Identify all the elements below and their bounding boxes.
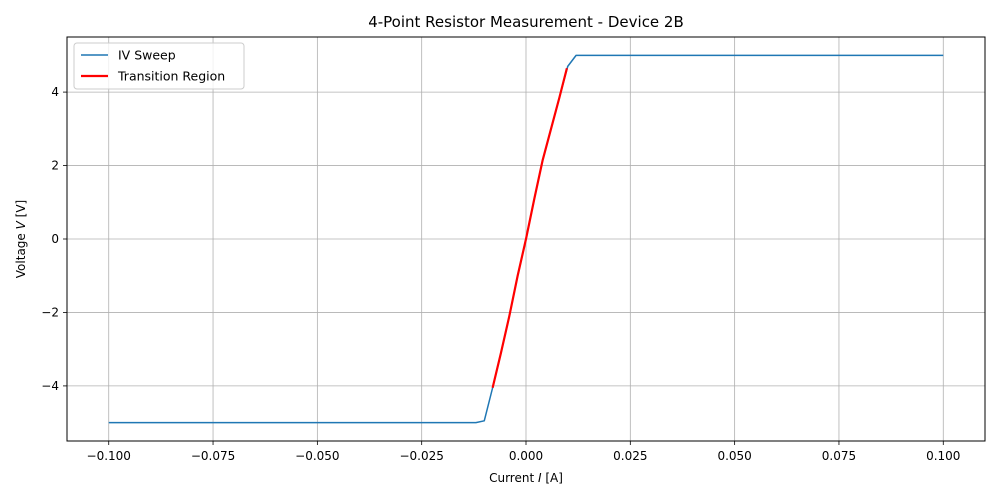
x-axis-title-symbol: I xyxy=(538,471,542,485)
x-tick-label: 0.075 xyxy=(822,449,856,463)
grid xyxy=(67,37,985,441)
y-tick-label: 2 xyxy=(51,159,59,173)
x-axis-title-pre: Current xyxy=(489,471,538,485)
legend-box xyxy=(73,42,245,90)
x-axis-ticks: −0.100 −0.075 −0.050 −0.025 0.000 0.025 0.050 0… xyxy=(87,441,960,463)
x-tick-label: −0.050 xyxy=(295,449,339,463)
x-tick-label: 0.050 xyxy=(717,449,751,463)
y-axis-title-post: [V] xyxy=(14,200,28,221)
y-tick-label: −4 xyxy=(41,379,59,393)
legend-label: IV Sweep xyxy=(118,48,176,63)
x-axis-title: Current I [A] xyxy=(489,471,563,485)
chart-title: 4-Point Resistor Measurement - Device 2B xyxy=(368,13,684,31)
x-axis-title-post: [A] xyxy=(542,471,563,485)
y-tick-label: 4 xyxy=(51,85,59,99)
x-tick-label: −0.025 xyxy=(399,449,443,463)
y-axis-title-symbol: V xyxy=(14,220,28,229)
y-axis-title-pre: Voltage xyxy=(14,229,28,278)
y-tick-label: 0 xyxy=(51,232,59,246)
x-tick-label: 0.000 xyxy=(509,449,543,463)
legend-label: Transition Region xyxy=(117,69,225,84)
y-axis-title: Voltage V [V] xyxy=(14,200,28,278)
legend: IV Sweep Transition Region xyxy=(73,42,245,90)
x-tick-label: 0.100 xyxy=(926,449,960,463)
x-tick-label: −0.075 xyxy=(191,449,235,463)
y-axis-ticks: −4 −2 0 2 4 xyxy=(41,85,67,393)
x-tick-label: 0.025 xyxy=(613,449,647,463)
series-line-transition-region xyxy=(491,67,568,389)
y-tick-label: −2 xyxy=(41,305,59,319)
x-tick-label: −0.100 xyxy=(87,449,131,463)
series-lines xyxy=(108,54,944,424)
